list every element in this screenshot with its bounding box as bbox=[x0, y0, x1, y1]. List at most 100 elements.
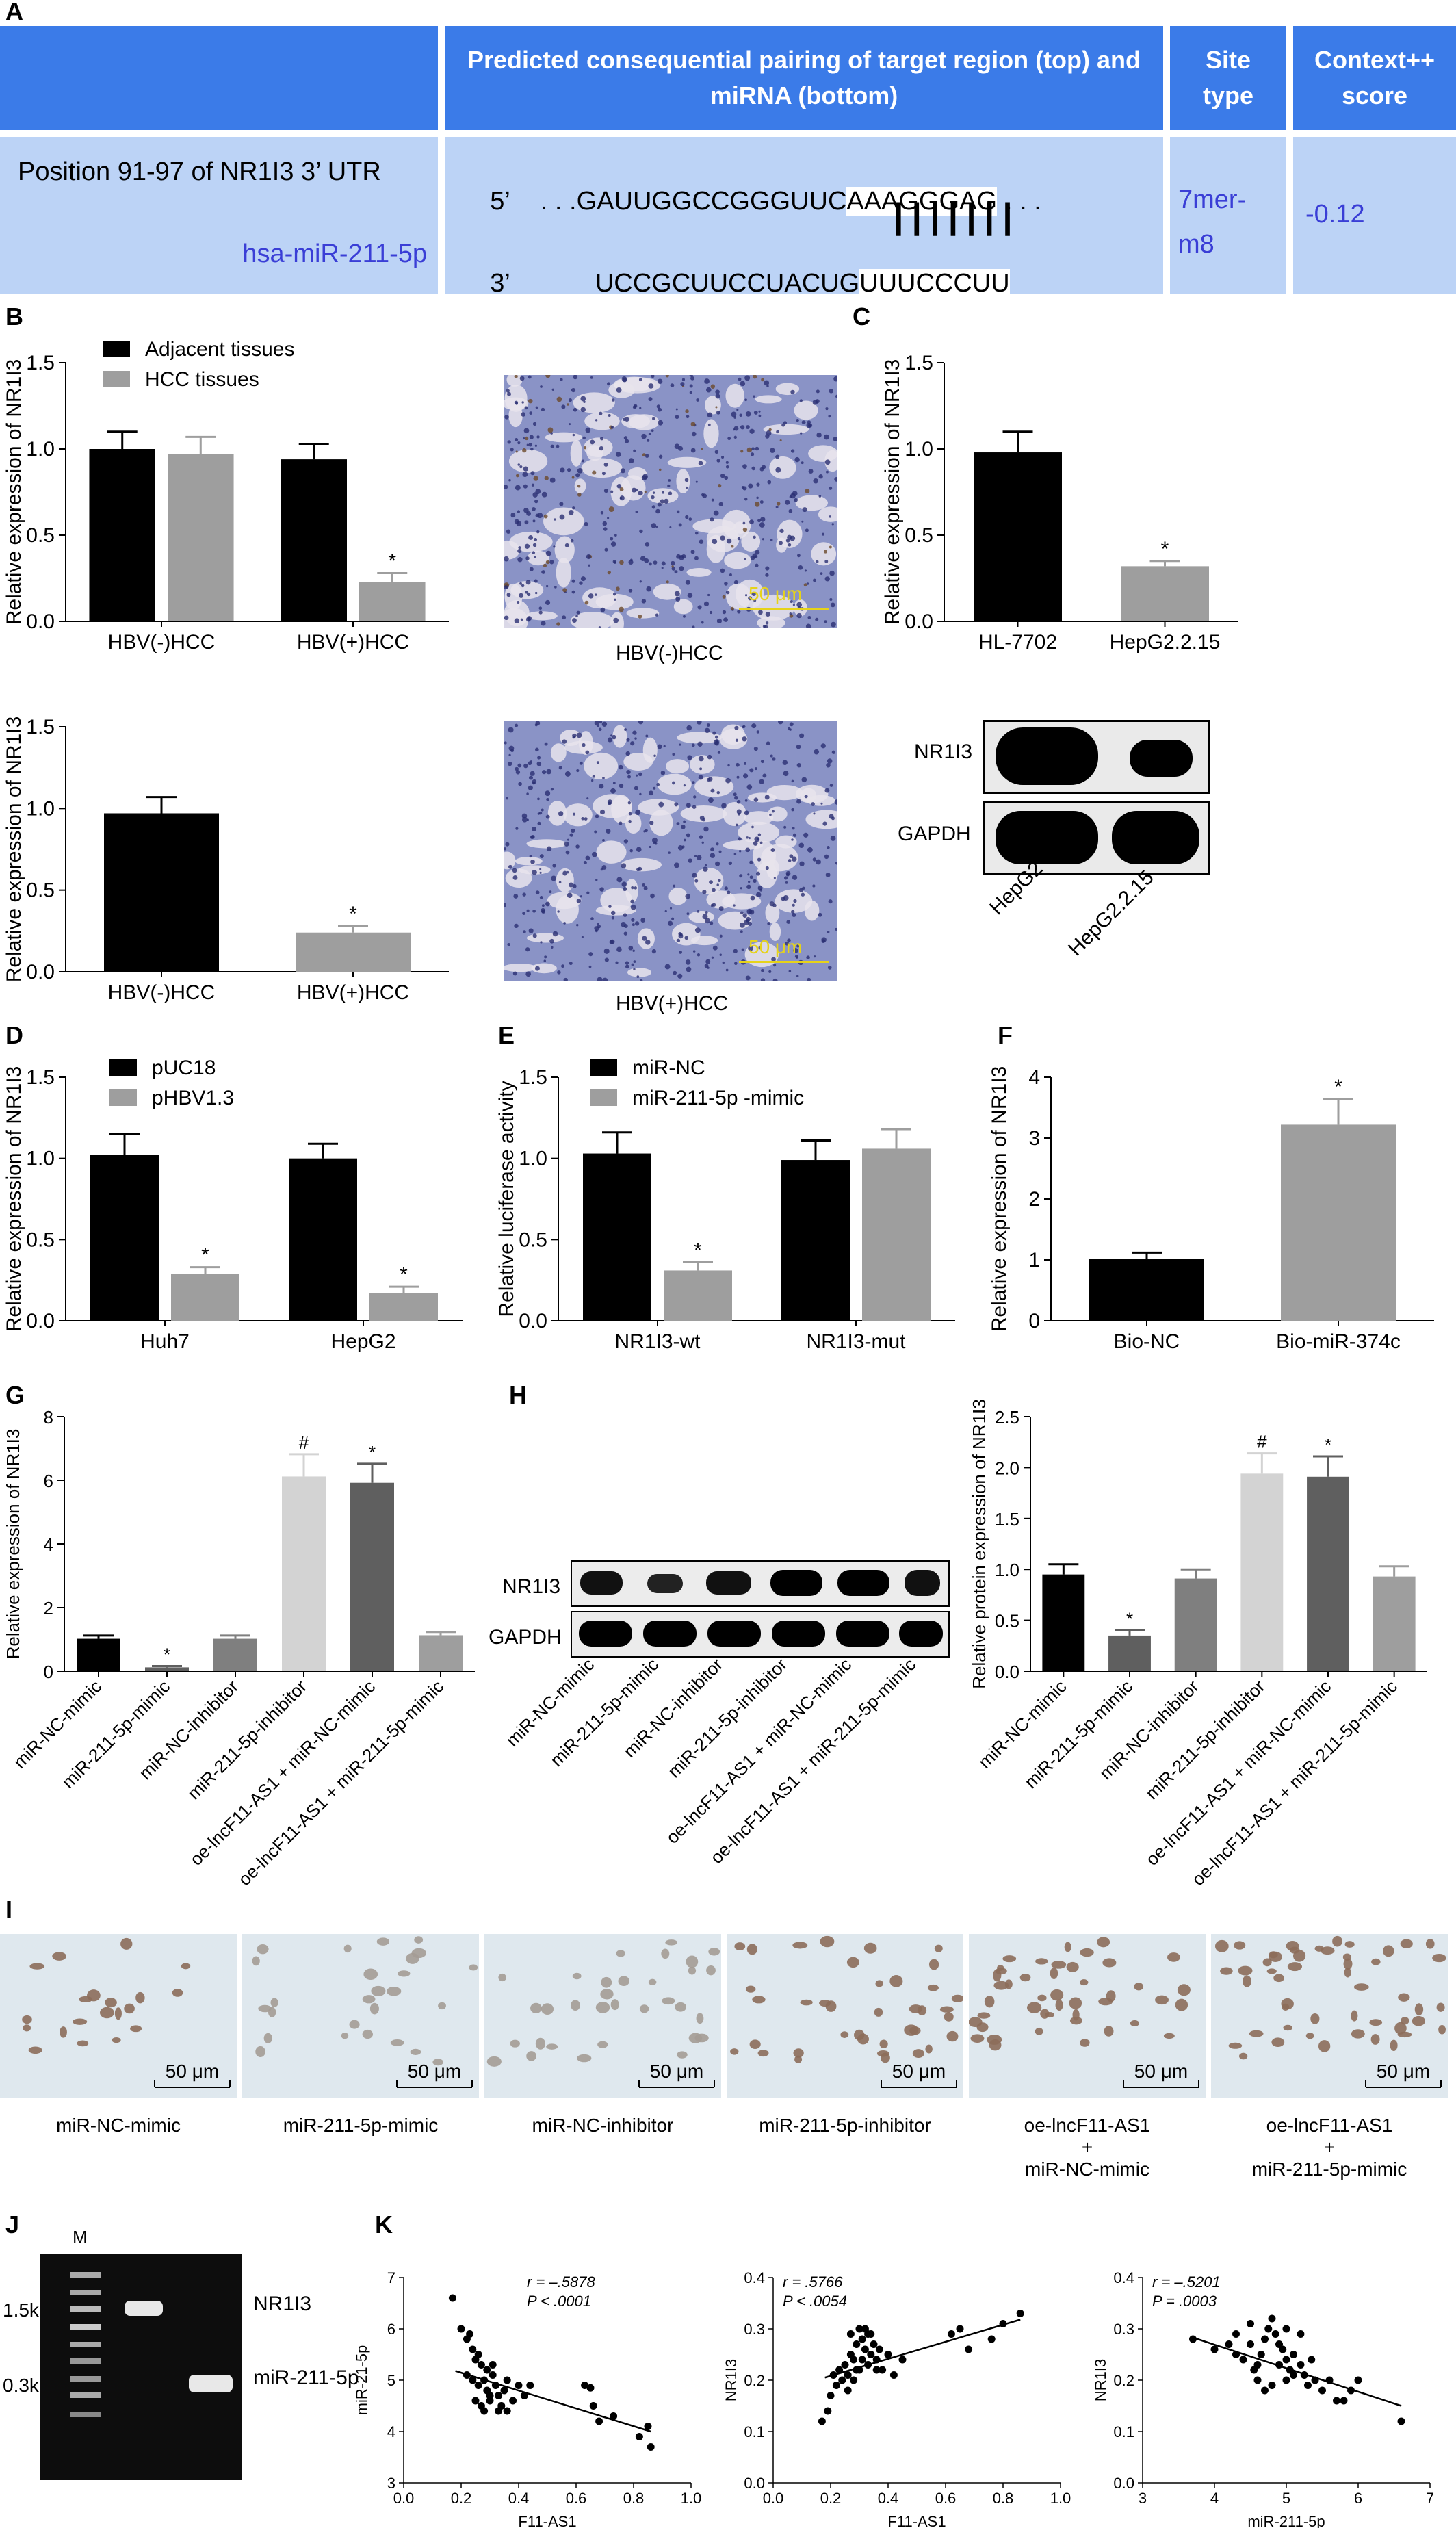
tissue-lumen bbox=[525, 611, 558, 621]
tissue-nucleus bbox=[582, 459, 585, 463]
tissue-nucleus bbox=[791, 856, 797, 862]
tissue-nucleus bbox=[560, 378, 563, 381]
tissue-nucleus bbox=[710, 853, 716, 858]
x-tick-label: 0.6 bbox=[566, 2490, 587, 2507]
legend-swatch bbox=[109, 1089, 137, 1106]
tissue-nucleus bbox=[764, 380, 770, 386]
tissue-nucleus bbox=[734, 725, 739, 730]
tissue-nucleus bbox=[705, 911, 708, 914]
tissue-lumen bbox=[775, 383, 800, 396]
tissue-nucleus bbox=[681, 554, 686, 559]
tissue-nucleus bbox=[604, 547, 608, 552]
western-c-label-nr1i3: NR1I3 bbox=[914, 740, 973, 763]
tissue-nucleus bbox=[824, 459, 831, 465]
tissue-nucleus bbox=[571, 476, 575, 479]
scatter-point bbox=[471, 2397, 480, 2405]
tissue-nucleus bbox=[504, 585, 508, 590]
stained-nucleus bbox=[1320, 1946, 1335, 1955]
tissue-nucleus bbox=[517, 441, 521, 445]
stained-nucleus bbox=[572, 1972, 582, 1980]
tissue-nucleus bbox=[524, 543, 530, 549]
tissue-nucleus bbox=[707, 754, 712, 760]
x-tick-label: 0.4 bbox=[878, 2490, 899, 2507]
tissue-nucleus bbox=[512, 868, 517, 873]
stained-nucleus bbox=[390, 2039, 404, 2046]
tissue-nucleus bbox=[583, 446, 587, 450]
tissue-nucleus bbox=[623, 436, 628, 440]
tissue-nucleus bbox=[657, 502, 662, 507]
tissue-nucleus bbox=[524, 406, 528, 410]
scatter-point bbox=[586, 2384, 595, 2392]
tissue-nucleus bbox=[671, 917, 675, 920]
stained-nucleus bbox=[1155, 1995, 1169, 2005]
tissue-nucleus bbox=[746, 908, 753, 914]
tissue-nucleus bbox=[712, 731, 716, 735]
tissue-nucleus bbox=[725, 777, 731, 784]
tissue-nucleus bbox=[661, 567, 664, 569]
tissue-nucleus bbox=[551, 946, 554, 949]
tissue-nucleus bbox=[719, 934, 723, 938]
y-tick-label: 0.5 bbox=[995, 1611, 1019, 1631]
tissue-nucleus bbox=[698, 775, 703, 780]
tissue-nucleus bbox=[641, 599, 647, 604]
tissue-nucleus bbox=[566, 870, 569, 874]
stained-nucleus bbox=[927, 1984, 939, 1991]
tissue-nucleus bbox=[691, 743, 695, 747]
tissue-nucleus bbox=[636, 975, 640, 979]
regression-line bbox=[824, 2319, 1021, 2379]
tissue-nucleus bbox=[829, 515, 831, 518]
tissue-nucleus bbox=[521, 813, 528, 819]
table-cell-site-type: 7mer-m8 bbox=[1170, 137, 1286, 294]
tissue-nucleus bbox=[788, 508, 793, 513]
stained-nucleus bbox=[1234, 1941, 1246, 1950]
tissue-nucleus bbox=[772, 757, 776, 761]
tissue-nucleus bbox=[576, 732, 582, 738]
tissue-nucleus bbox=[807, 847, 813, 853]
stained-nucleus bbox=[1343, 1958, 1353, 1970]
y-tick-label: 6 bbox=[44, 1471, 53, 1491]
tissue-nucleus bbox=[698, 756, 704, 762]
tissue-nucleus bbox=[599, 437, 604, 441]
tissue-nucleus bbox=[541, 491, 547, 498]
tissue-nucleus bbox=[519, 582, 522, 585]
tissue-nucleus bbox=[645, 734, 649, 738]
tissue-nucleus bbox=[526, 592, 531, 597]
tissue-nucleus bbox=[535, 406, 538, 409]
tissue-nucleus bbox=[705, 864, 707, 866]
tissue-nucleus bbox=[519, 376, 525, 381]
tissue-nucleus bbox=[740, 450, 744, 453]
tissue-nucleus bbox=[541, 621, 546, 626]
tissue-nucleus bbox=[745, 975, 751, 981]
scatter-point bbox=[1253, 2361, 1262, 2369]
tissue-nucleus bbox=[590, 439, 595, 445]
stained-nucleus bbox=[752, 1996, 766, 2004]
tissue-nucleus bbox=[549, 477, 556, 483]
x-tick-label: HBV(-)HCC bbox=[108, 981, 216, 1004]
stained-nucleus bbox=[1238, 2052, 1248, 2060]
tissue-nucleus bbox=[534, 499, 538, 504]
y-tick-label: 1.0 bbox=[26, 438, 55, 461]
tissue-nucleus bbox=[751, 723, 757, 729]
scatter-point bbox=[1397, 2417, 1405, 2425]
stained-nucleus bbox=[1292, 1950, 1306, 1962]
scatter-point bbox=[1282, 2356, 1290, 2364]
tissue-nucleus bbox=[753, 375, 757, 379]
tissue-nucleus bbox=[675, 408, 678, 411]
tissue-nucleus bbox=[753, 841, 758, 846]
tissue-nucleus bbox=[648, 397, 653, 402]
tissue-nucleus bbox=[571, 828, 575, 834]
tissue-nucleus bbox=[756, 482, 760, 487]
tissue-nucleus bbox=[571, 618, 577, 623]
tissue-lumen bbox=[747, 792, 777, 803]
tissue-nucleus bbox=[718, 879, 721, 883]
tissue-nucleus bbox=[833, 376, 837, 382]
western-h-label-gapdh: GAPDH bbox=[489, 1626, 562, 1649]
y-tick-label: 0.0 bbox=[26, 1310, 55, 1332]
tissue-nucleus bbox=[824, 788, 830, 793]
stained-nucleus bbox=[255, 2046, 265, 2058]
tissue-nucleus bbox=[636, 847, 642, 853]
tissue-nucleus bbox=[510, 749, 515, 753]
stained-nucleus bbox=[1390, 2039, 1398, 2051]
tissue-nucleus bbox=[512, 971, 517, 976]
tissue-nucleus bbox=[668, 479, 671, 482]
